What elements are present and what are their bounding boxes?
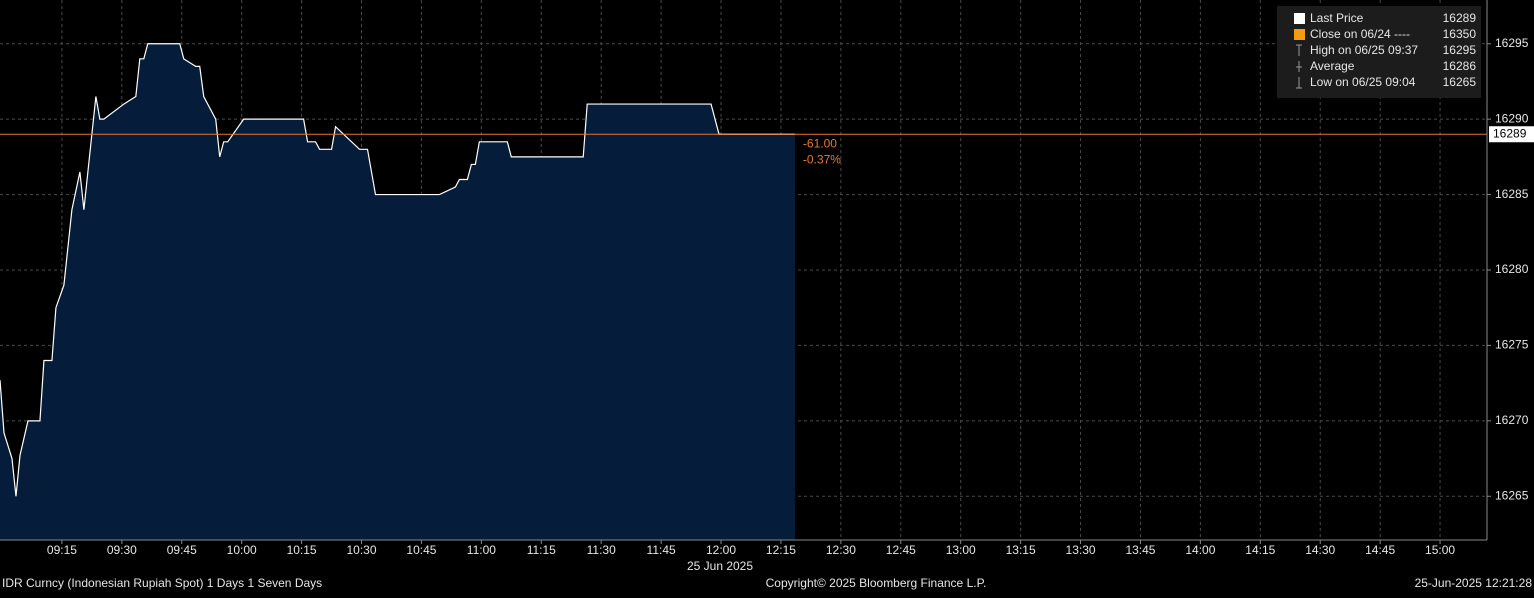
legend-label: Close on 06/24 ---- (1310, 27, 1410, 41)
legend-value: 16286 (1443, 59, 1477, 73)
legend-value: 16289 (1443, 11, 1477, 25)
last-price-label: 16289 (1493, 126, 1527, 140)
x-tick-label: 11:15 (527, 543, 556, 557)
y-tick-label: 16270 (1495, 413, 1529, 427)
y-tick-label: 16295 (1495, 36, 1529, 50)
x-tick-label: 14:30 (1305, 543, 1335, 557)
legend-swatch (1294, 29, 1305, 40)
y-tick-label: 16290 (1495, 111, 1529, 125)
legend-label: Average (1310, 59, 1355, 73)
x-tick-label: 14:00 (1185, 543, 1215, 557)
x-tick-label: 12:30 (826, 543, 856, 557)
x-tick-label: 11:30 (587, 543, 616, 557)
x-tick-label: 10:45 (406, 543, 436, 557)
legend-label: Low on 06/25 09:04 (1310, 75, 1416, 89)
x-tick-label: 12:45 (886, 543, 916, 557)
legend-value: 16265 (1443, 75, 1477, 89)
legend-box (1277, 6, 1481, 98)
x-tick-label: 09:45 (167, 543, 197, 557)
plot: -61.00 -0.37% (0, 43, 1487, 541)
y-tick-label: 16285 (1495, 187, 1529, 201)
x-tick-label: 10:30 (346, 543, 376, 557)
x-tick-label: 13:00 (946, 543, 976, 557)
x-tick-label: 10:15 (287, 543, 317, 557)
x-tick-label: 13:45 (1125, 543, 1155, 557)
legend-label: Last Price (1310, 11, 1364, 25)
x-tick-label: 14:15 (1245, 543, 1275, 557)
x-tick-label: 09:15 (47, 543, 77, 557)
x-tick-label: 15:00 (1425, 543, 1455, 557)
last-price-tag (1489, 126, 1534, 143)
y-tick-label: 16280 (1495, 262, 1529, 276)
y-tick-label: 16265 (1495, 488, 1529, 502)
y-tick-label: 16275 (1495, 338, 1529, 352)
x-tick-label: 14:45 (1365, 543, 1395, 557)
x-tick-label: 11:45 (647, 543, 676, 557)
x-tick-label: 10:00 (227, 543, 257, 557)
x-tick-label: 12:00 (706, 543, 736, 557)
date-label: 25 Jun 2025 (687, 559, 753, 573)
footer-center: Copyright© 2025 Bloomberg Finance L.P. (766, 576, 987, 590)
legend: Last Price 16289 Close on 06/24 ---- 16350 H… (1277, 6, 1481, 98)
x-tick-label: 11:00 (467, 543, 496, 557)
area (0, 43, 795, 541)
price-line (0, 43, 795, 497)
x-tick-label: 13:15 (1006, 543, 1036, 557)
x-tick-label: 12:15 (766, 543, 796, 557)
legend-label: High on 06/25 09:37 (1310, 43, 1418, 57)
legend-value: 16295 (1443, 43, 1477, 57)
x-tick-label: 13:30 (1066, 543, 1096, 557)
legend-swatch (1294, 13, 1305, 24)
axes: 16265 16270 16275 16280 16285 16290 16295 09:15… (47, 36, 1534, 557)
change-annotation: -0.37% (803, 152, 841, 166)
x-tick-label: 09:30 (107, 543, 137, 557)
change-annotation: -61.00 (803, 136, 837, 150)
footer-left: IDR Curncy (Indonesian Rupiah Spot) 1 Da… (2, 576, 322, 590)
legend-value: 16350 (1443, 27, 1477, 41)
footer-right: 25-Jun-2025 12:21:28 (1415, 576, 1533, 590)
